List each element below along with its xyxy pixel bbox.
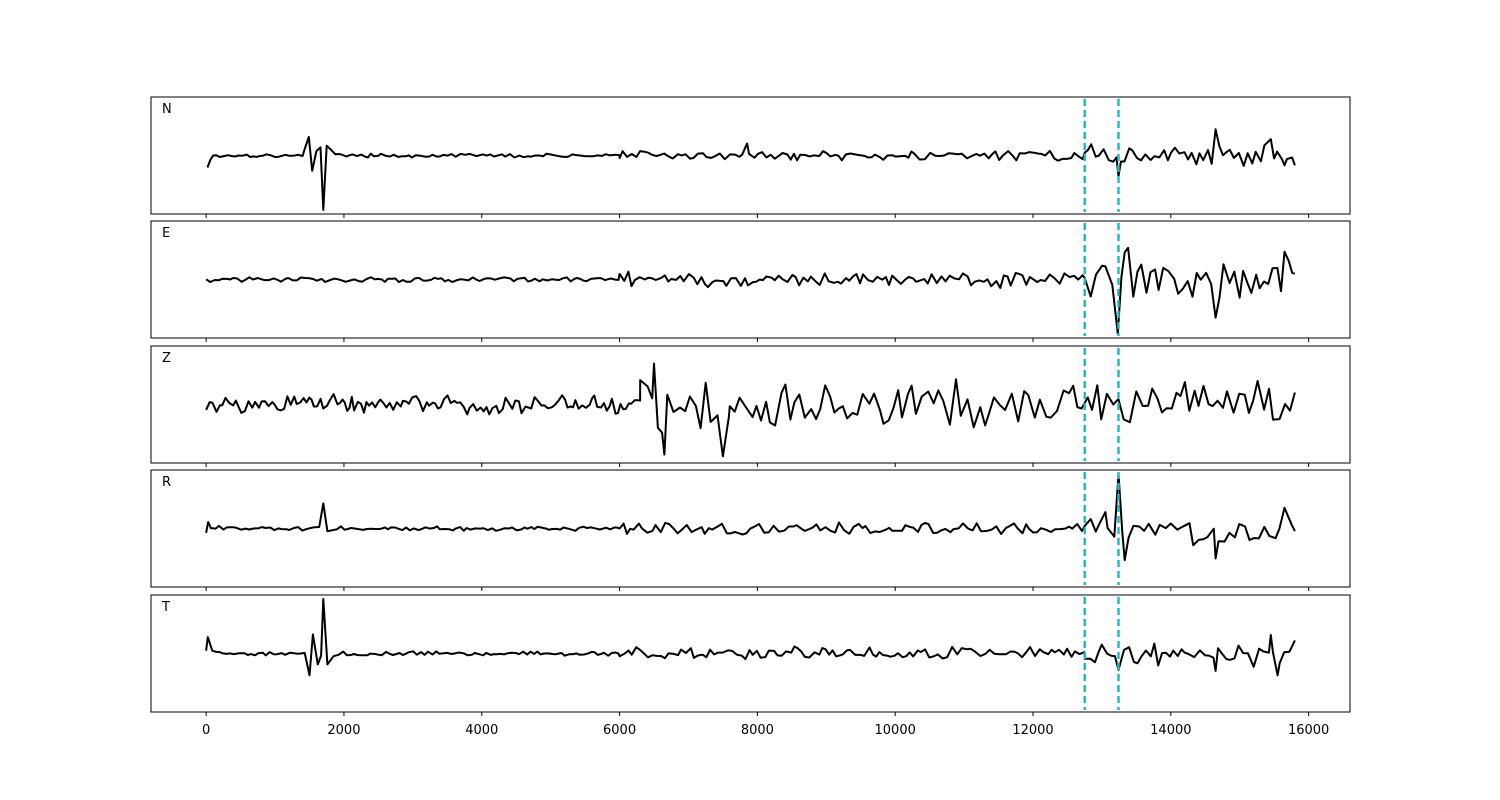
panel-t: T [150,594,1351,716]
panel-frame [150,96,1351,215]
panels-group: N E Z R T [150,96,1351,716]
x-tick-label: 4000 [465,723,498,738]
trace-r [205,473,1296,562]
panel-r: R [150,469,1351,591]
panel-frame [150,220,1351,339]
x-tick-label: 10000 [875,723,916,738]
channel-label: N [162,102,172,117]
x-tick-label: 12000 [1012,723,1053,738]
channel-label: Z [162,351,171,366]
x-tick-label: 14000 [1150,723,1191,738]
channel-label: T [161,600,170,615]
panel-frame [150,469,1351,588]
x-tick-label: 6000 [603,723,636,738]
trace-z [205,362,1296,458]
trace-t [205,598,1296,677]
panel-n: N [150,96,1351,218]
x-tick-label: 0 [202,723,210,738]
trace-e [205,246,1296,335]
channel-label: R [162,475,171,490]
panel-e: E [150,220,1351,342]
x-tick-label: 8000 [741,723,774,738]
channel-label: E [162,226,170,241]
x-axis: 0 2000 4000 6000 8000 10000 12000 14000 16000 [202,723,1329,738]
x-tick-label: 2000 [327,723,360,738]
x-tick-label: 16000 [1288,723,1329,738]
panel-frame [150,594,1351,713]
trace-n [206,128,1296,211]
panel-frame [150,345,1351,464]
panel-z: Z [150,345,1351,467]
